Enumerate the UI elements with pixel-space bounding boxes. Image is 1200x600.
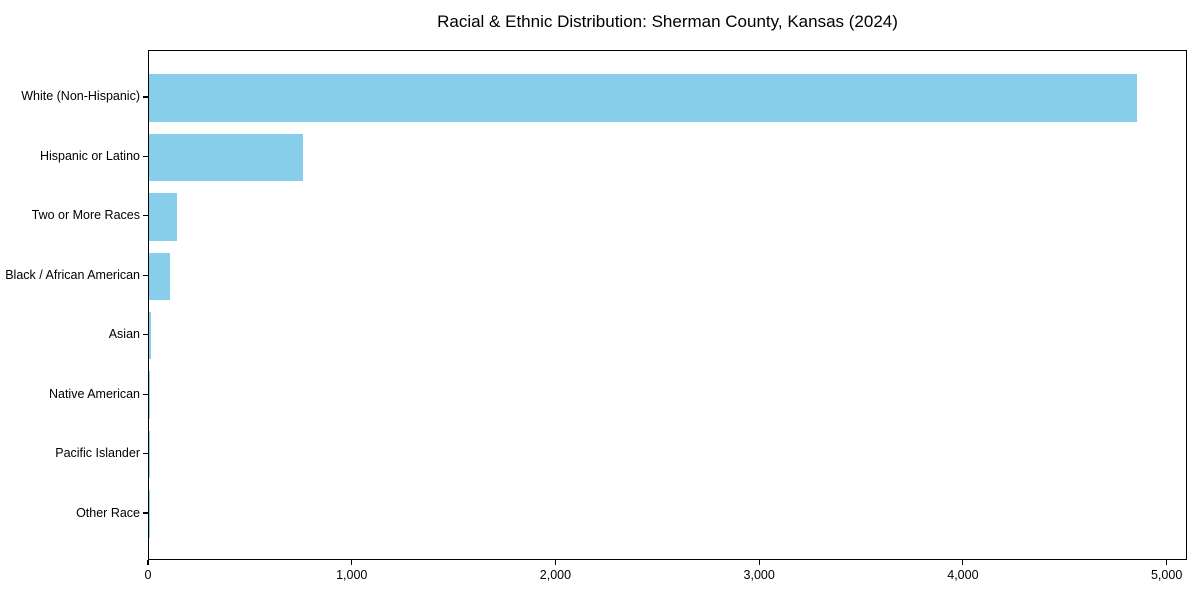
x-tick-label: 2,000 — [539, 568, 572, 582]
y-tick — [143, 512, 148, 514]
x-tick — [147, 560, 149, 565]
x-tick — [554, 560, 557, 565]
y-tick — [143, 274, 148, 276]
bar — [149, 252, 171, 301]
y-tick-label: Other Race — [76, 505, 140, 520]
x-tick-label: 4,000 — [947, 568, 979, 582]
bar — [149, 74, 1138, 122]
bar — [149, 133, 303, 182]
x-tick — [351, 560, 353, 565]
x-tick-label: 3,000 — [743, 568, 775, 582]
y-tick-label: Native American — [48, 386, 140, 401]
x-tick-label: 5,000 — [1150, 568, 1183, 582]
x-tick — [758, 560, 760, 565]
y-tick — [143, 393, 148, 395]
bar — [149, 193, 177, 241]
y-tick-label: Pacific Islander — [55, 446, 140, 461]
y-tick-label: Two or More Races — [31, 208, 140, 223]
y-tick — [143, 453, 148, 455]
y-tick — [143, 96, 148, 98]
x-tick — [962, 560, 964, 565]
chart-title: Racial & Ethnic Distribution: Sherman Co… — [437, 12, 898, 31]
x-tick-label: 0 — [144, 568, 152, 582]
x-tick-label: 1,000 — [336, 568, 368, 582]
y-tick-label: Black / African American — [5, 267, 140, 282]
bar — [149, 371, 150, 419]
y-tick — [143, 155, 148, 157]
plot-area — [148, 50, 1187, 560]
y-tick — [143, 215, 148, 217]
bar — [149, 311, 151, 360]
y-tick-label: Asian — [108, 327, 140, 342]
y-tick-label: White (Non-Hispanic) — [21, 89, 140, 104]
x-tick — [1166, 560, 1168, 565]
y-tick — [143, 334, 148, 336]
y-tick-label: Hispanic or Latino — [39, 148, 140, 163]
